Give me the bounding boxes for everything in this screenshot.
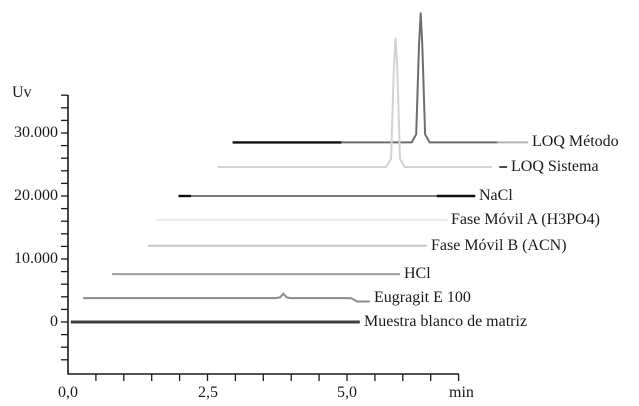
trace-loq-sistema-segment-0 [217,37,493,168]
trace-loq-metodo-segment-1 [341,12,498,144]
series-label-fase-movil-b: Fase Móvil B (ACN) [431,237,567,254]
y-axis-tick-label-30000: 30.000 [14,124,58,141]
series-label-fase-movil-a: Fase Móvil A (H3PO4) [451,211,600,228]
x-axis-tick-label-5: 5,0 [337,384,357,401]
x-axis-tick-label-0: 0,0 [58,384,78,401]
series-label-eugragit-e100: Eugragit E 100 [374,289,471,306]
y-axis-tick-label-10000: 10.000 [14,250,58,267]
trace-eugragit-e100-segment-0 [83,292,370,303]
series-label-hcl: HCl [404,265,431,282]
y-axis-tick-label-20000: 20.000 [14,187,58,204]
series-label-nacl: NaCl [479,187,513,204]
y-axis-tick-label-0: 0 [50,313,58,330]
series-label-loq-sistema: LOQ Sistema [511,158,599,175]
x-axis-title: min [449,384,474,401]
series-label-muestra-blanco: Muestra blanco de matriz [364,313,528,330]
x-axis-tick-label-2-5: 2,5 [198,384,218,401]
axes [67,95,459,375]
y-axis-title: Uv [12,84,32,101]
series-label-loq-metodo: LOQ Método [532,133,619,150]
